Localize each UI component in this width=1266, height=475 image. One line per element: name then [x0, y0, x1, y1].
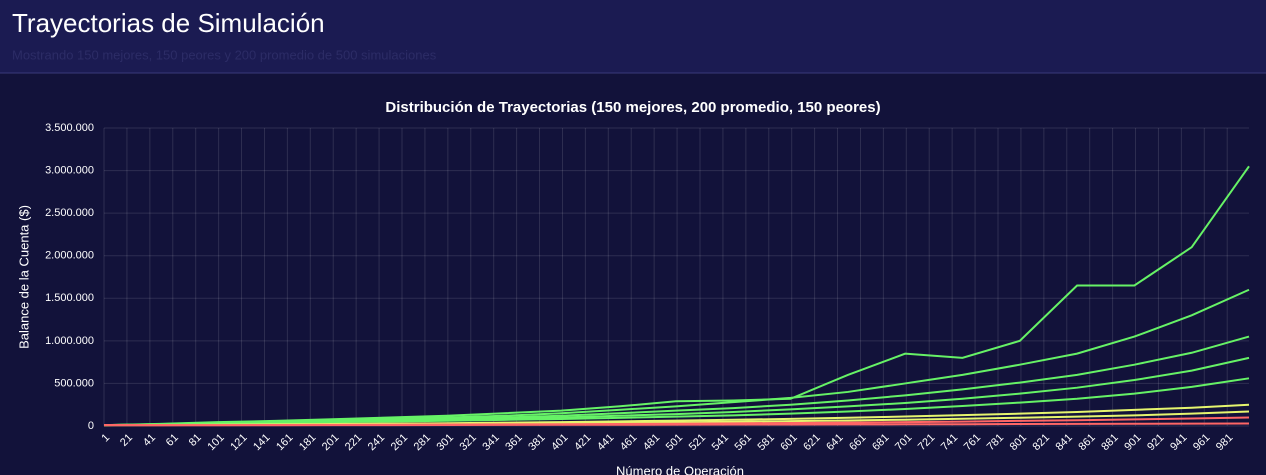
x-tick-label: 521 [687, 432, 708, 453]
x-tick-label: 841 [1053, 432, 1074, 453]
trajectory [103, 165, 1250, 427]
y-tick-label: 2.000.000 [45, 250, 94, 262]
x-tick-label: 941 [1168, 432, 1189, 453]
x-tick-label: 561 [733, 432, 754, 453]
y-tick-label: 1.500.000 [45, 292, 94, 304]
x-tick-label: 221 [343, 432, 364, 453]
x-tick-label: 441 [595, 432, 616, 453]
x-tick-label: 801 [1008, 432, 1029, 453]
page-title: Trayectorias de Simulación [12, 8, 325, 38]
x-tick-label: 241 [366, 432, 387, 453]
x-tick-label: 761 [962, 432, 983, 453]
x-tick-label: 41 [141, 432, 158, 449]
x-tick-label: 821 [1031, 432, 1052, 453]
x-tick-label: 301 [435, 432, 456, 453]
x-tick-label: 121 [228, 432, 249, 453]
x-tick-label: 681 [870, 432, 891, 453]
x-tick-label: 581 [755, 432, 776, 453]
x-tick-label: 321 [457, 432, 478, 453]
x-tick-label: 341 [480, 432, 501, 453]
x-tick-label: 181 [297, 432, 318, 453]
header-bg [0, 0, 1266, 73]
x-tick-label: 981 [1214, 432, 1235, 453]
trajectory [103, 377, 1250, 427]
x-tick-label: 501 [664, 432, 685, 453]
x-tick-label: 261 [389, 432, 410, 453]
y-axis-label: Balance de la Cuenta ($) [16, 205, 31, 349]
x-tick-label: 401 [549, 432, 570, 453]
trajectory [103, 356, 1250, 427]
x-tick-label: 21 [118, 432, 135, 449]
x-tick-label: 721 [916, 432, 937, 453]
x-tick-label: 921 [1145, 432, 1166, 453]
x-tick-label: 1 [99, 432, 112, 445]
x-tick-label: 881 [1099, 432, 1120, 453]
x-tick-label: 421 [572, 432, 593, 453]
x-tick-label: 481 [641, 432, 662, 453]
x-tick-label: 281 [412, 432, 433, 453]
x-tick-label: 461 [618, 432, 639, 453]
trajectory [103, 288, 1250, 427]
x-tick-label: 601 [778, 432, 799, 453]
trajectory [103, 422, 1250, 427]
x-tick-label: 961 [1191, 432, 1212, 453]
x-tick-label: 621 [801, 432, 822, 453]
page-subtitle: Mostrando 150 mejores, 150 peores y 200 … [12, 47, 437, 62]
x-tick-label: 161 [274, 432, 295, 453]
x-tick-label: 381 [526, 432, 547, 453]
x-tick-label: 541 [710, 432, 731, 453]
y-tick-label: 3.500.000 [45, 122, 94, 134]
y-tick-label: 3.000.000 [45, 164, 94, 176]
x-tick-label: 361 [503, 432, 524, 453]
y-tick-label: 500.000 [54, 377, 94, 389]
x-tick-label: 901 [1122, 432, 1143, 453]
x-tick-label: 701 [893, 432, 914, 453]
x-tick-label: 861 [1076, 432, 1097, 453]
x-tick-label: 641 [824, 432, 845, 453]
x-tick-label: 141 [251, 432, 272, 453]
x-tick-label: 741 [939, 432, 960, 453]
y-tick-label: 1.000.000 [45, 335, 94, 347]
x-axis-label: Número de Operación [616, 463, 744, 475]
y-tick-label: 0 [88, 420, 94, 432]
x-tick-label: 661 [847, 432, 868, 453]
x-tick-label: 781 [985, 432, 1006, 453]
x-tick-label: 101 [205, 432, 226, 453]
x-tick-label: 201 [320, 432, 341, 453]
chart-title: Distribución de Trayectorias (150 mejore… [385, 99, 880, 116]
x-tick-label: 61 [164, 432, 181, 449]
y-tick-label: 2.500.000 [45, 207, 94, 219]
x-tick-label: 81 [187, 432, 204, 449]
